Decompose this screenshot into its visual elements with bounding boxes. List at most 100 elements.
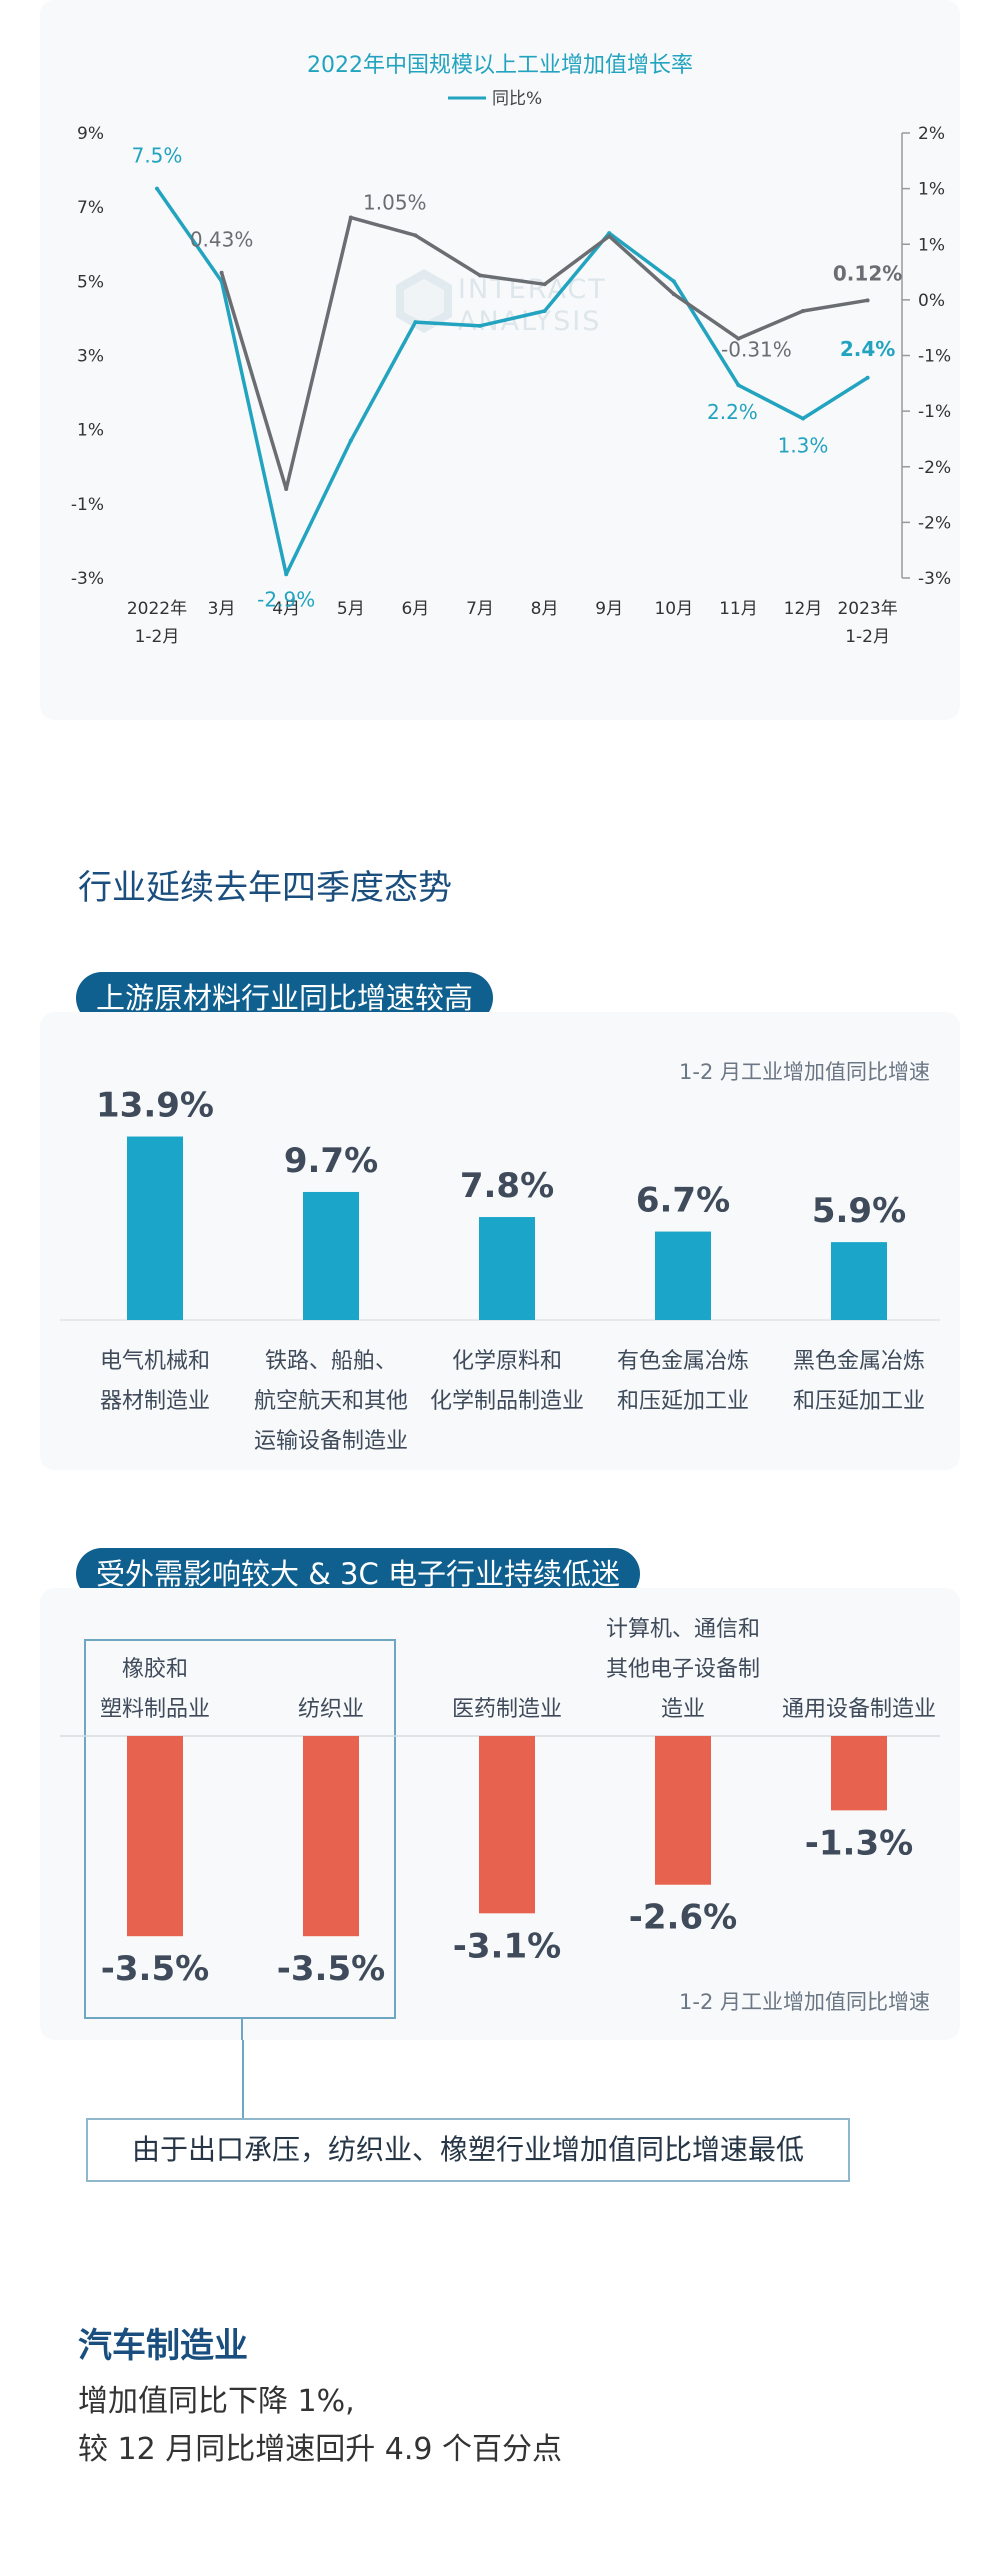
left-tick-label: 5%	[77, 272, 104, 292]
data-point	[671, 292, 676, 297]
bar-category-label: 和压延加工业	[617, 1389, 749, 1414]
bar-category-label: 化学原料和	[452, 1349, 562, 1374]
right-tick-label: -1%	[918, 347, 951, 367]
bar-category-label: 橡胶和	[122, 1657, 188, 1682]
right-tick-label: 1%	[918, 235, 945, 255]
data-point	[671, 279, 676, 284]
data-point	[413, 233, 418, 238]
line-chart-card: 2022年中国规模以上工业增加值增长率 同比% INTERACT ANALYSI…	[40, 0, 960, 720]
bar-value-label: 9.7%	[284, 1141, 378, 1181]
data-label: 1.3%	[778, 434, 829, 458]
bar	[127, 1736, 183, 1937]
legend-label: 同比%	[492, 89, 542, 109]
series-line-teal	[155, 187, 869, 577]
bar-category-label: 铁路、船舶、	[265, 1349, 397, 1374]
line-chart: 2022年中国规模以上工业增加值增长率 同比% INTERACT ANALYSI…	[71, 53, 951, 647]
data-point	[348, 215, 353, 220]
right-tick-label: -2%	[918, 513, 951, 533]
right-tick-label: -1%	[918, 402, 951, 422]
left-tick-label: -3%	[71, 569, 104, 589]
bar	[479, 1217, 535, 1320]
bar	[303, 1736, 359, 1937]
x-tick-label: 7月	[466, 599, 494, 619]
watermark-logo-icon	[396, 269, 452, 333]
upstream-card: 1-2 月工业增加值同比增速 13.9% 电气机械和 器材制造业 9.7% 铁路、船舶、…	[40, 1012, 960, 1470]
watermark-line-1: INTERACT	[458, 274, 607, 305]
x-tick-label: 12月	[784, 599, 823, 619]
data-label: 1.05%	[363, 191, 427, 215]
x-tick-label: 1-2月	[135, 627, 180, 647]
bar-value-label: -3.5%	[101, 1949, 209, 1989]
right-tick-label: -3%	[918, 569, 951, 589]
left-tick-label: 3%	[77, 347, 104, 367]
bar-category-label: 医药制造业	[452, 1697, 562, 1722]
watermark-line-2: ANALYSIS	[458, 306, 601, 337]
auto-line-2: 较 12 月同比增速回升 4.9 个百分点	[78, 2432, 563, 2467]
left-tick-label: 7%	[77, 198, 104, 218]
data-point	[801, 416, 805, 421]
bar-value-label: -3.1%	[453, 1926, 561, 1966]
connector-line-lower	[242, 2040, 244, 2118]
left-tick-label: -1%	[71, 495, 104, 515]
data-point	[155, 186, 159, 191]
data-point	[478, 273, 482, 278]
data-label: 0.43%	[190, 228, 254, 252]
data-point	[607, 234, 612, 239]
data-point	[736, 336, 741, 341]
watermark: INTERACT ANALYSIS	[396, 269, 607, 337]
data-point	[284, 487, 289, 491]
bar-category-label: 有色金属冶炼	[617, 1349, 749, 1374]
bar	[831, 1736, 887, 1811]
data-label: 2.2%	[707, 400, 758, 424]
data-point	[736, 383, 741, 388]
bar-value-label: 5.9%	[812, 1191, 906, 1231]
left-tick-label: 9%	[77, 124, 104, 144]
bar-category-label: 造业	[661, 1697, 705, 1722]
bar-category-label: 通用设备制造业	[782, 1697, 936, 1722]
bar-category-label: 运输设备制造业	[254, 1429, 408, 1454]
bar-category-label: 其他电子设备制	[606, 1657, 760, 1682]
bar-category-label: 塑料制品业	[100, 1697, 210, 1722]
bar-category-label: 和压延加工业	[793, 1389, 925, 1414]
data-point	[865, 375, 870, 380]
downstream-note: 1-2 月工业增加值同比增速	[679, 1990, 930, 2014]
right-tick-label: 2%	[918, 124, 945, 144]
bar-category-label: 计算机、通信和	[606, 1617, 760, 1642]
bar-value-label: 13.9%	[96, 1086, 214, 1126]
bar-value-label: -2.6%	[629, 1898, 737, 1938]
bar-value-label: -3.5%	[277, 1949, 385, 1989]
downstream-card: 1-2 月工业增加值同比增速 -3.5% 橡胶和塑料制品业 -3.5% 纺织业 -3.1…	[40, 1588, 960, 2040]
callout-box: 由于出口承压，纺织业、橡塑行业增加值同比增速最低	[86, 2118, 850, 2182]
x-tick-label: 4月	[272, 599, 300, 619]
x-tick-label: 1-2月	[845, 627, 890, 647]
bar-category-label: 航空航天和其他	[254, 1389, 408, 1414]
left-tick-label: 1%	[77, 421, 104, 441]
x-tick-label: 5月	[337, 599, 365, 619]
bar-category-label: 黑色金属冶炼	[793, 1349, 925, 1374]
bar	[303, 1191, 359, 1320]
bar-category-label: 化学制品制造业	[430, 1389, 584, 1414]
upstream-note: 1-2 月工业增加值同比增速	[679, 1060, 930, 1084]
data-point	[865, 298, 870, 303]
bar	[127, 1136, 183, 1320]
data-point	[542, 282, 547, 287]
bar	[479, 1736, 535, 1914]
section-title: 行业延续去年四季度态势	[78, 868, 452, 908]
bar-category-label: 纺织业	[298, 1697, 364, 1722]
bar	[655, 1736, 711, 1885]
data-point	[607, 231, 612, 236]
right-tick-label: -2%	[918, 458, 951, 478]
data-point	[348, 438, 353, 443]
data-point	[284, 572, 289, 577]
x-tick-label: 6月	[401, 599, 429, 619]
bar	[655, 1231, 711, 1320]
x-tick-label: 8月	[531, 599, 559, 619]
x-tick-label: 2023年	[837, 599, 897, 619]
data-point	[542, 309, 547, 313]
data-label: -2.9%	[257, 587, 315, 611]
data-label: 0.12%	[833, 261, 902, 285]
x-tick-label: 2022年	[127, 599, 187, 619]
data-point	[219, 270, 224, 275]
